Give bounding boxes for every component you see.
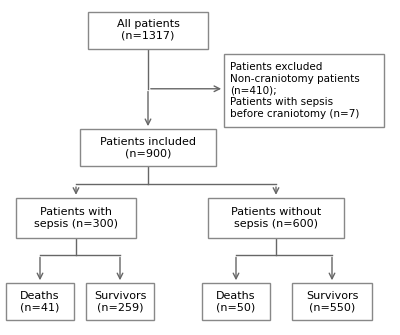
FancyBboxPatch shape — [86, 283, 154, 320]
Text: Patients with
sepsis (n=300): Patients with sepsis (n=300) — [34, 207, 118, 228]
Text: All patients
(n=1317): All patients (n=1317) — [116, 19, 180, 41]
FancyBboxPatch shape — [80, 129, 216, 166]
Text: Deaths
(n=50): Deaths (n=50) — [216, 291, 256, 312]
FancyBboxPatch shape — [88, 12, 208, 49]
Text: Deaths
(n=41): Deaths (n=41) — [20, 291, 60, 312]
FancyBboxPatch shape — [292, 283, 372, 320]
Text: Survivors
(n=550): Survivors (n=550) — [306, 291, 358, 312]
FancyBboxPatch shape — [224, 54, 384, 127]
Text: Survivors
(n=259): Survivors (n=259) — [94, 291, 146, 312]
FancyBboxPatch shape — [208, 198, 344, 238]
Text: Patients included
(n=900): Patients included (n=900) — [100, 137, 196, 158]
Text: Patients excluded
Non-craniotomy patients
(n=410);
Patients with sepsis
before c: Patients excluded Non-craniotomy patient… — [230, 62, 360, 119]
FancyBboxPatch shape — [6, 283, 74, 320]
FancyBboxPatch shape — [202, 283, 270, 320]
FancyBboxPatch shape — [16, 198, 136, 238]
Text: Patients without
sepsis (n=600): Patients without sepsis (n=600) — [231, 207, 321, 228]
